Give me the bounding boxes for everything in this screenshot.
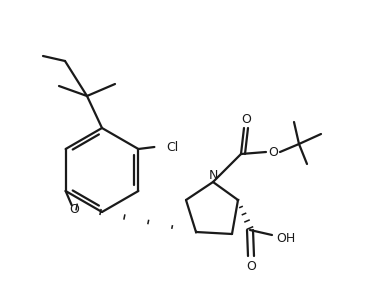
Text: O: O [70,202,80,215]
Text: O: O [246,260,256,273]
Text: N: N [208,168,218,181]
Text: O: O [241,112,251,126]
Text: OH: OH [276,231,296,244]
Text: O: O [268,146,278,158]
Text: Cl: Cl [166,141,179,154]
